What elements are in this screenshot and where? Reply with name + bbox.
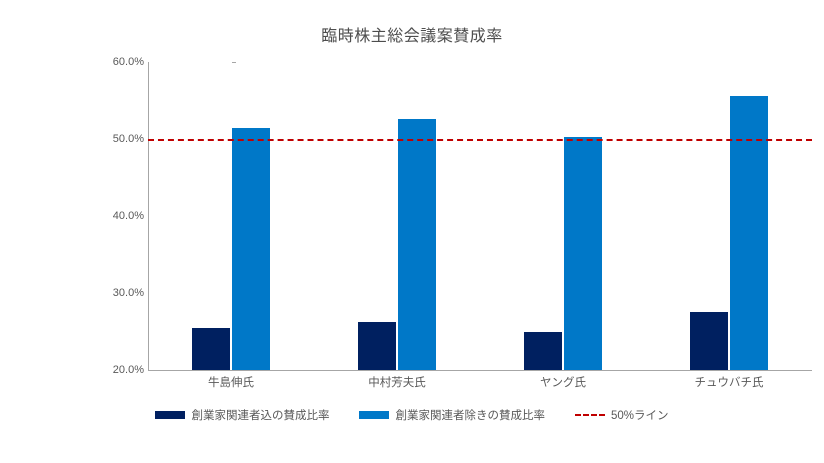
bar[interactable] xyxy=(690,312,728,370)
reference-line-50-percent xyxy=(148,139,812,141)
bar[interactable] xyxy=(192,327,230,370)
red-dashed-swatch xyxy=(574,414,605,416)
x-axis-category-label: 牛島伸氏 xyxy=(208,377,254,389)
chart-title: 臨時株主総会議案賛成率 xyxy=(321,28,503,45)
y-axis-tick-label: 30.0% xyxy=(112,287,144,299)
bar[interactable] xyxy=(564,136,602,370)
x-axis-category-labels: 牛島伸氏 中村芳夫氏 ヤング氏 チュウバチ氏 xyxy=(148,374,812,396)
y-axis-tick-label: 60.0% xyxy=(112,56,144,68)
bar-group xyxy=(646,62,812,370)
legend-item-label: 創業家関連者込の賛成比率 xyxy=(191,410,330,422)
bar[interactable] xyxy=(232,128,270,370)
bar-group xyxy=(480,62,646,370)
blue-swatch xyxy=(359,411,390,419)
legend-item-label: 50%ライン xyxy=(610,410,669,422)
bar-group xyxy=(314,62,480,370)
navy-swatch xyxy=(155,411,186,419)
bar[interactable] xyxy=(358,322,396,370)
legend-item[interactable]: 創業家関連者込の賛成比率 xyxy=(155,407,329,423)
x-axis-category-label: チュウバチ氏 xyxy=(694,377,764,389)
x-axis-category-label: 中村芳夫氏 xyxy=(368,377,426,389)
y-axis-line xyxy=(148,62,149,371)
y-axis-tick-label: 20.0% xyxy=(112,364,144,376)
legend-item-label: 創業家関連者除きの賛成比率 xyxy=(395,410,545,422)
chart-legend: 創業家関連者込の賛成比率 創業家関連者除きの賛成比率 50%ライン xyxy=(0,407,824,423)
legend-item[interactable]: 50%ライン xyxy=(574,407,669,423)
plot-area xyxy=(148,62,812,370)
y-axis-tick-mark xyxy=(232,62,236,63)
bar[interactable] xyxy=(524,331,562,370)
bar-group xyxy=(148,62,314,370)
legend-item[interactable]: 創業家関連者除きの賛成比率 xyxy=(359,407,545,423)
y-axis-tick-label: 50.0% xyxy=(112,133,144,145)
x-axis-category-label: ヤング氏 xyxy=(540,377,586,389)
bar[interactable] xyxy=(730,95,768,370)
bar[interactable] xyxy=(398,118,436,370)
x-axis-line xyxy=(148,370,812,371)
y-axis-tick-label: 40.0% xyxy=(112,210,144,222)
y-axis-tick-labels: 60.0% 50.0% 40.0% 30.0% 20.0% xyxy=(88,56,236,376)
